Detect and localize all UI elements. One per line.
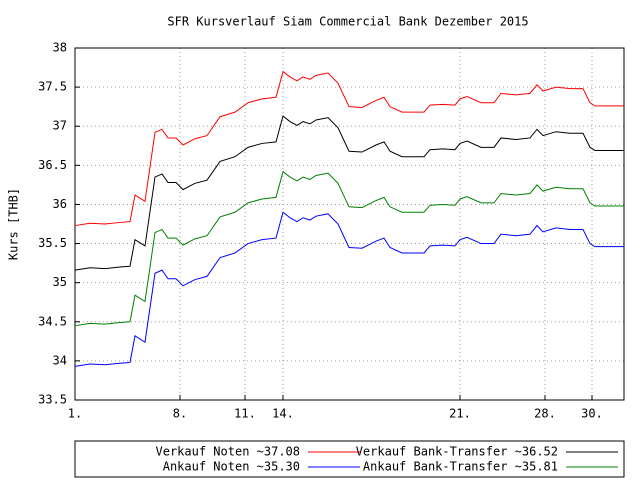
y-tick-label: 34	[53, 353, 67, 367]
legend-label: Ankauf Bank-Transfer ~35.81	[363, 460, 558, 474]
y-tick-label: 33.5	[38, 393, 67, 407]
legend-label: Verkauf Noten ~37.08	[156, 445, 301, 459]
series-line	[74, 211, 624, 367]
legend-box	[74, 440, 625, 478]
y-tick-label: 36.5	[38, 158, 67, 172]
series-line	[74, 70, 624, 227]
series-line	[74, 170, 624, 327]
y-tick-label: 37	[53, 119, 67, 133]
chart-title: SFR Kursverlauf Siam Commercial Bank Dez…	[167, 15, 528, 29]
x-tick-label: 14.	[272, 407, 294, 421]
series-line	[74, 115, 624, 271]
y-tick-label: 38	[53, 41, 67, 55]
y-tick-label: 36	[53, 197, 67, 211]
y-axis-label: Kurs [THB]	[7, 188, 21, 260]
x-tick-label: 30.	[581, 407, 603, 421]
legend-label: Verkauf Bank-Transfer ~36.52	[356, 445, 558, 459]
y-tick-label: 34.5	[38, 314, 67, 328]
y-tick-label: 37.5	[38, 80, 67, 94]
x-tick-label: 11.	[234, 407, 256, 421]
y-tick-label: 35	[53, 275, 67, 289]
x-tick-label: 28.	[534, 407, 556, 421]
x-tick-label: 21.	[449, 407, 471, 421]
x-tick-label: 8.	[173, 407, 187, 421]
y-tick-label: 35.5	[38, 236, 67, 250]
x-tick-label: 1.	[68, 407, 82, 421]
legend-label: Ankauf Noten ~35.30	[163, 460, 300, 474]
plot-frame	[74, 47, 625, 401]
